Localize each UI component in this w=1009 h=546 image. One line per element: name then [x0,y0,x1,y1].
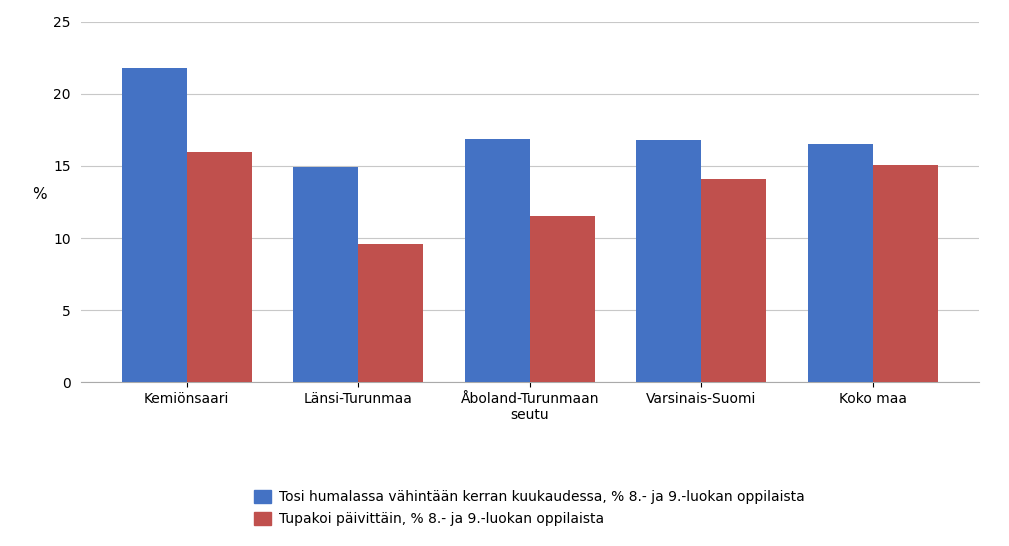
Bar [530,216,595,382]
Bar [873,164,938,382]
Bar [636,140,701,382]
Bar [807,144,873,382]
Bar [293,168,358,382]
Bar [701,179,767,382]
Bar [358,244,424,382]
Y-axis label: %: % [32,187,46,202]
Bar [464,139,530,382]
Legend: Tosi humalassa vähintään kerran kuukaudessa, % 8.- ja 9.-luokan oppilaista, Tupa: Tosi humalassa vähintään kerran kuukaude… [254,490,805,526]
Bar [121,68,187,382]
Bar [187,152,252,382]
